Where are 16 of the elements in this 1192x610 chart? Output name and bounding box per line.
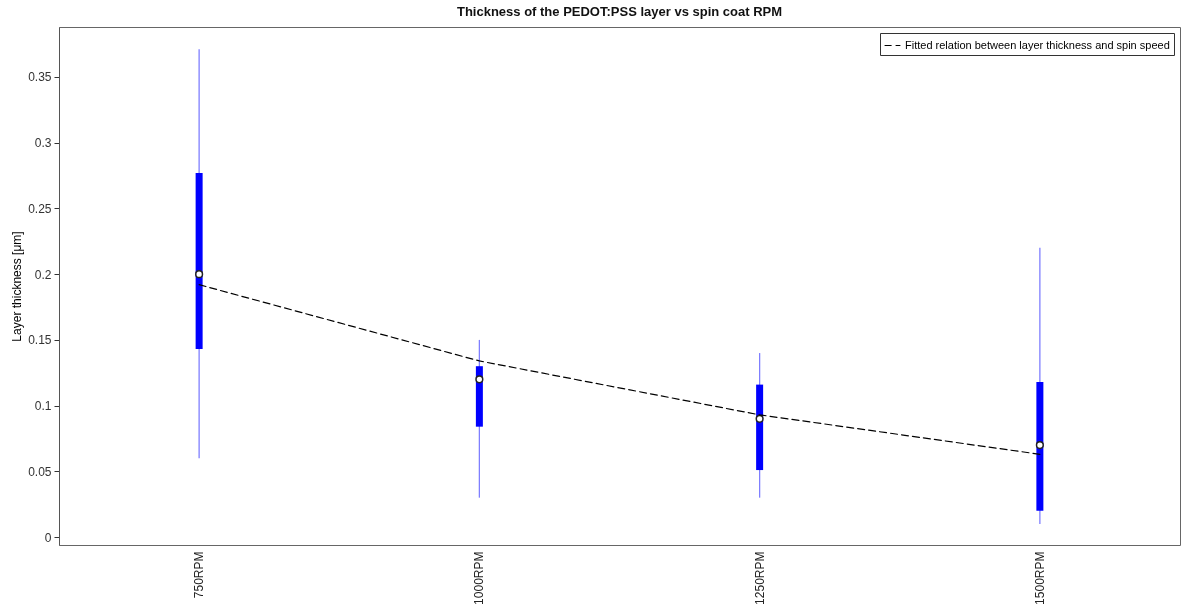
y-tick-label: 0.2 xyxy=(34,267,52,282)
x-tick-label: 1500RPM xyxy=(1032,551,1047,605)
x-tick-label: 1000RPM xyxy=(472,551,487,605)
y-tick-label: 0.25 xyxy=(28,201,52,216)
y-tick-label: 0.35 xyxy=(28,70,52,85)
y-tick-label: 0.05 xyxy=(28,464,52,479)
y-tick-label: 0.1 xyxy=(34,399,52,414)
x-tick-label: 1250RPM xyxy=(752,551,767,605)
x-tick-label: 750RPM xyxy=(192,551,207,599)
line-series xyxy=(198,284,1041,455)
y-axis-title: Layer thickness [μm] xyxy=(10,231,25,342)
y-tick-label: 0.3 xyxy=(34,136,52,151)
y-tick-label: 0.15 xyxy=(28,333,52,348)
legend-label: Fitted relation between layer thickness and spin speed xyxy=(905,38,1170,51)
y-tick-label: 0 xyxy=(44,530,52,545)
chart-title: Thickness of the PEDOT:PSS layer vs spin coat RPM xyxy=(456,4,783,19)
